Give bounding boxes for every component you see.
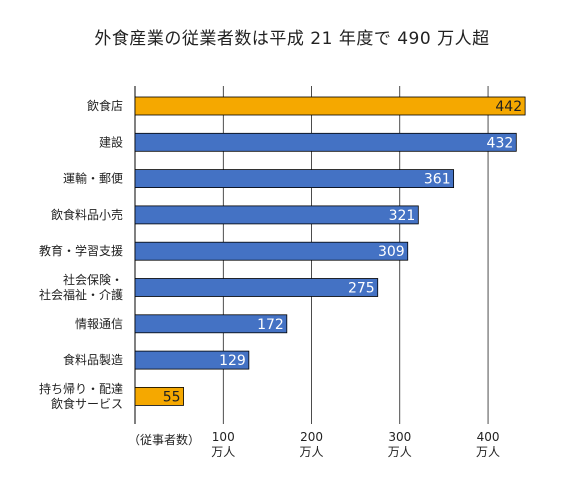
tick-unit-label: 万人 [300,445,324,459]
bar [134,314,288,334]
data-label: 275 [348,281,375,297]
bar [134,241,409,261]
data-label: 361 [424,172,451,188]
tick-unit-label: 万人 [388,445,412,459]
category-label: 建設 [99,134,123,149]
data-label: 321 [389,208,416,224]
chart-title: 外食産業の従業者数は平成 21 年度で 490 万人超 [94,29,490,49]
data-label: 442 [495,99,522,115]
bar [134,169,455,189]
bar [134,205,419,225]
category-label: 運輸・郵便 [63,171,123,186]
tick-label: 200 [300,430,323,444]
category-label: 社会福祉・介護 [39,287,123,302]
category-label: 持ち帰り・配達 [39,381,123,396]
bar [134,386,184,406]
bar [134,132,517,152]
tick-unit-label: 万人 [476,445,500,459]
bar [134,96,526,116]
data-label: 172 [257,317,284,333]
bar [134,350,250,370]
category-label: 飲食料品小売 [51,207,123,222]
category-label: 社会保険・ [63,272,123,287]
tick-label: 300 [388,430,411,444]
data-label: 432 [487,135,514,151]
data-label: 129 [219,353,246,369]
tick-label: 400 [477,430,500,444]
tick-label: 100 [212,430,235,444]
data-label: 55 [163,389,181,405]
bar [134,278,379,297]
category-label: 食料品製造 [63,352,123,367]
category-label: 飲食店 [87,98,123,113]
tick-unit-label: 万人 [211,445,235,459]
data-label: 309 [378,244,405,260]
category-label: 情報通信 [75,317,123,331]
category-label: 教育・学習支援 [39,243,123,258]
axis-unit-label: （従事者数） [128,432,200,447]
category-label: 飲食サービス [51,396,123,411]
